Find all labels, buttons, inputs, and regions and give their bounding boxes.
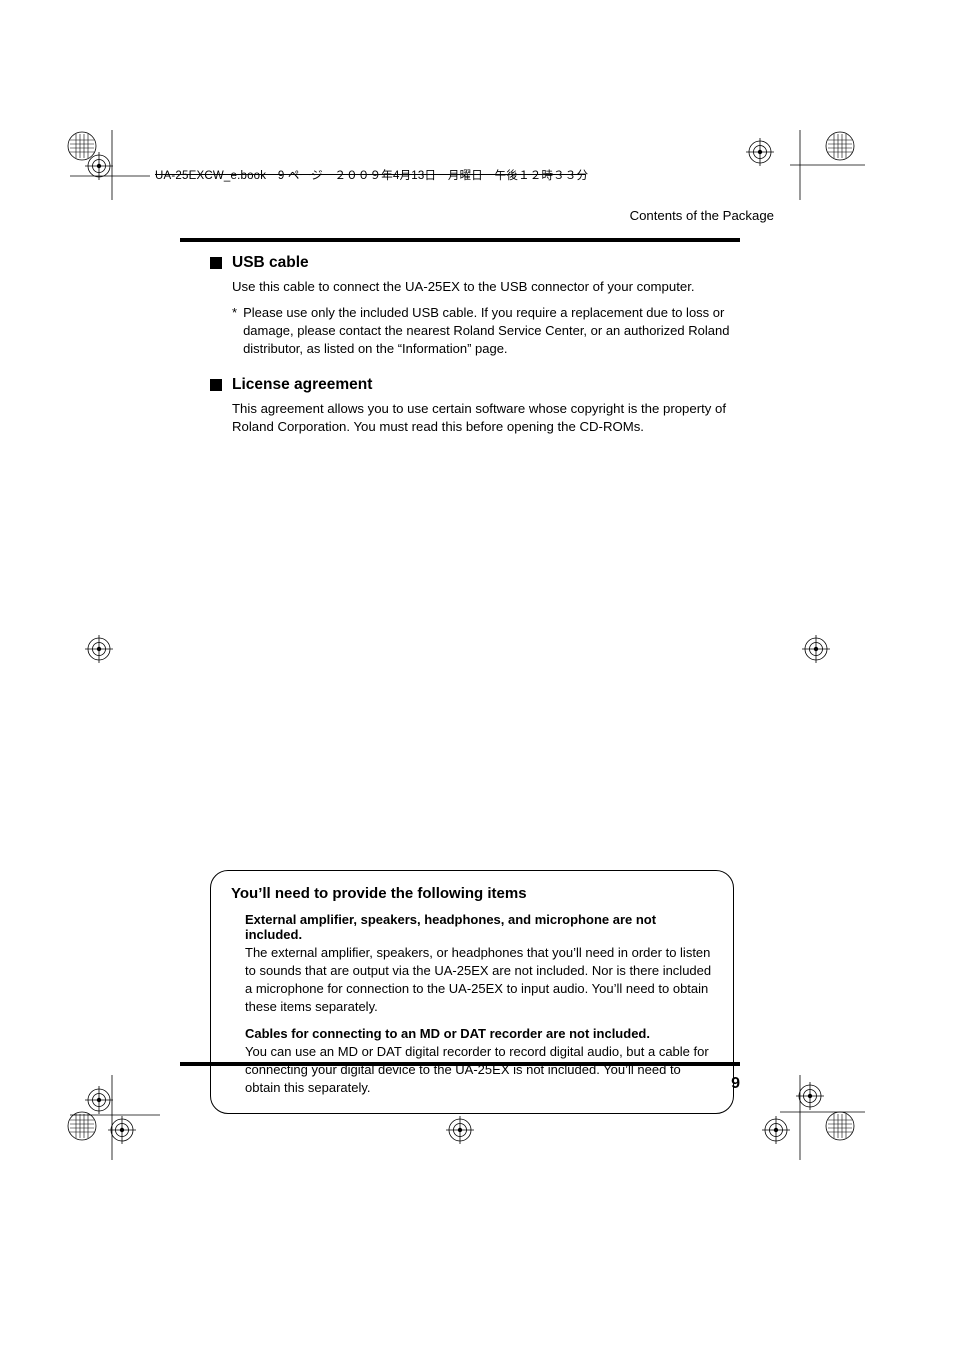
section-body: This agreement allows you to use certain… [180,400,740,436]
section-heading: USB cable [180,254,740,272]
registration-target-icon [802,635,830,663]
section-usb-cable: USB cable Use this cable to connect the … [180,254,740,358]
info-item-sub: Cables for connecting to an MD or DAT re… [231,1026,713,1041]
bullet-square-icon [210,379,222,391]
bullet-square-icon [210,257,222,269]
registration-target-icon [85,1086,113,1114]
registration-target-icon [796,1082,824,1110]
info-item-body: You can use an MD or DAT digital recorde… [231,1043,713,1097]
section-title: USB cable [232,254,309,272]
section-license-agreement: License agreement This agreement allows … [180,376,740,436]
section-heading: License agreement [180,376,740,394]
crop-corner-icon [68,132,96,160]
bottom-rule [180,1062,740,1066]
registration-marks-layer [0,0,954,1350]
section-title: License agreement [232,376,372,394]
registration-target-icon [762,1116,790,1144]
asterisk-icon: * [232,304,237,358]
header-stamp-rule [155,174,585,175]
crop-corner-icon [826,132,854,160]
section-note: * Please use only the included USB cable… [180,304,740,358]
info-box: You’ll need to provide the following ite… [210,870,734,1114]
page-number: 9 [731,1075,740,1093]
registration-target-icon [446,1116,474,1144]
crop-corner-icon [826,1112,854,1140]
info-item-body: The external amplifier, speakers, or hea… [231,944,713,1016]
page-content: USB cable Use this cable to connect the … [180,250,740,436]
registration-target-icon [85,152,113,180]
section-body: Use this cable to connect the UA-25EX to… [180,278,740,296]
registration-target-icon [108,1116,136,1144]
info-box-heading: You’ll need to provide the following ite… [231,885,713,902]
top-rule [180,238,740,242]
running-head: Contents of the Package [180,208,774,223]
registration-target-icon [85,635,113,663]
note-text: Please use only the included USB cable. … [243,304,740,358]
registration-target-icon [746,138,774,166]
info-item-sub: External amplifier, speakers, headphones… [231,912,713,942]
crop-corner-icon [68,1112,96,1140]
header-stamp: UA-25EXCW_e.book 9 ページ ２００９年4月13日 月曜日 午後… [155,167,588,183]
